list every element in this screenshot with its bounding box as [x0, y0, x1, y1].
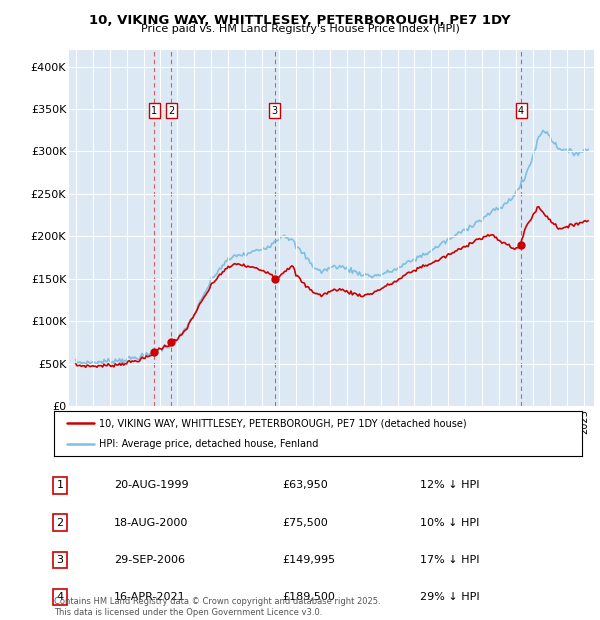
Text: 29-SEP-2006: 29-SEP-2006	[114, 555, 185, 565]
Text: 12% ↓ HPI: 12% ↓ HPI	[420, 480, 479, 490]
Text: 2: 2	[56, 518, 64, 528]
Text: 3: 3	[272, 106, 278, 116]
Text: £189,500: £189,500	[282, 592, 335, 602]
Text: 3: 3	[56, 555, 64, 565]
Text: 10, VIKING WAY, WHITTLESEY, PETERBOROUGH, PE7 1DY (detached house): 10, VIKING WAY, WHITTLESEY, PETERBOROUGH…	[99, 418, 467, 428]
Text: 16-APR-2021: 16-APR-2021	[114, 592, 185, 602]
Text: 1: 1	[151, 106, 157, 116]
Text: £149,995: £149,995	[282, 555, 335, 565]
Text: 17% ↓ HPI: 17% ↓ HPI	[420, 555, 479, 565]
Text: 4: 4	[56, 592, 64, 602]
Text: HPI: Average price, detached house, Fenland: HPI: Average price, detached house, Fenl…	[99, 438, 318, 449]
Text: 29% ↓ HPI: 29% ↓ HPI	[420, 592, 479, 602]
Text: 20-AUG-1999: 20-AUG-1999	[114, 480, 188, 490]
Text: 18-AUG-2000: 18-AUG-2000	[114, 518, 188, 528]
Text: Contains HM Land Registry data © Crown copyright and database right 2025.
This d: Contains HM Land Registry data © Crown c…	[54, 598, 380, 617]
Text: £63,950: £63,950	[282, 480, 328, 490]
Text: 2: 2	[168, 106, 174, 116]
Text: Price paid vs. HM Land Registry's House Price Index (HPI): Price paid vs. HM Land Registry's House …	[140, 24, 460, 33]
Text: 10, VIKING WAY, WHITTLESEY, PETERBOROUGH, PE7 1DY: 10, VIKING WAY, WHITTLESEY, PETERBOROUGH…	[89, 14, 511, 27]
Text: 4: 4	[518, 106, 524, 116]
Text: 10% ↓ HPI: 10% ↓ HPI	[420, 518, 479, 528]
Text: £75,500: £75,500	[282, 518, 328, 528]
Text: 1: 1	[56, 480, 64, 490]
